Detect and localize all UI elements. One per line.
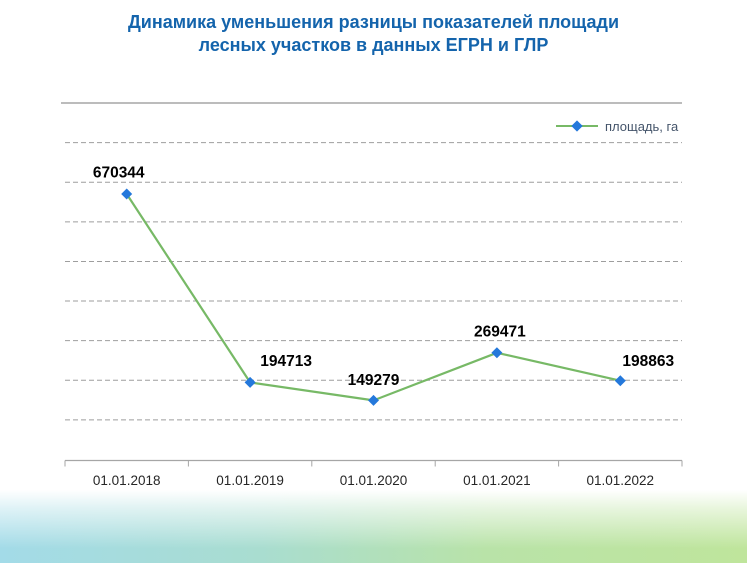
chart-title: Динамика уменьшения разницы показателей … [0,11,747,57]
data-point-marker [491,347,503,359]
data-label: 198863 [622,353,674,370]
series-line [125,193,621,402]
data-point-marker [614,375,626,387]
x-axis-label: 01.01.2022 [587,473,655,488]
x-axis-label: 01.01.2021 [463,473,531,488]
data-label: 670344 [93,165,145,182]
legend-line-sample [556,120,598,132]
data-point-marker [244,376,256,388]
data-label: 149279 [348,372,400,389]
legend-label: площадь, га [605,118,679,134]
data-point-marker [121,188,133,200]
data-label: 194713 [260,353,312,370]
x-axis-label: 01.01.2019 [216,473,284,488]
legend-diamond-marker-icon [571,120,583,132]
data-point-marker [368,394,379,406]
legend: площадь, га [556,118,679,134]
chart-title-line1: Динамика уменьшения разницы показателей … [127,12,620,32]
bottom-gradient-band [0,490,747,563]
data-label: 269471 [474,323,526,340]
x-axis-label: 01.01.2018 [93,473,161,488]
x-axis-label: 01.01.2020 [340,473,408,488]
chart-title-line2: лесных участков в данных ЕГРН и ГЛР [198,35,549,55]
